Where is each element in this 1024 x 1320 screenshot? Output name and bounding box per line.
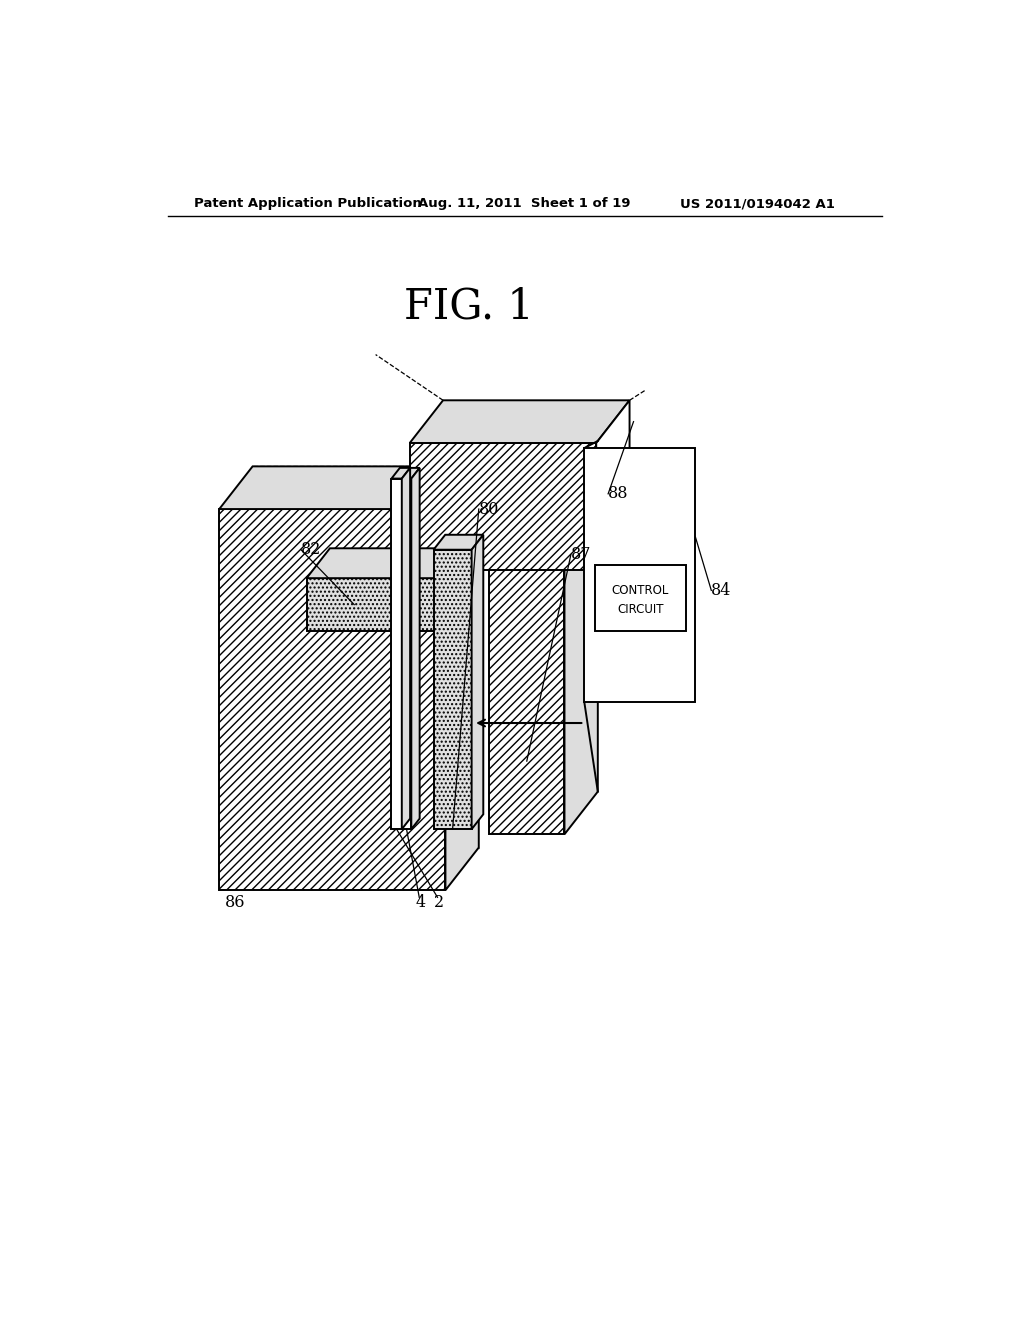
Polygon shape [472,535,483,829]
Polygon shape [391,479,401,829]
Polygon shape [596,400,630,570]
Text: 80: 80 [479,500,499,517]
Text: 2: 2 [433,894,443,911]
Bar [595,565,686,631]
Polygon shape [489,441,598,483]
Polygon shape [564,441,598,834]
Polygon shape [445,466,479,890]
Polygon shape [412,467,420,829]
Text: 82: 82 [301,541,322,558]
Polygon shape [401,467,420,479]
Text: CIRCUIT: CIRCUIT [617,603,664,616]
Text: Patent Application Publication: Patent Application Publication [194,197,422,210]
Polygon shape [219,510,445,890]
Text: CONTROL: CONTROL [611,583,669,597]
Polygon shape [391,467,411,479]
Text: US 2011/0194042 A1: US 2011/0194042 A1 [680,197,835,210]
Polygon shape [489,483,564,834]
Polygon shape [454,548,477,631]
Text: Aug. 11, 2011  Sheet 1 of 19: Aug. 11, 2011 Sheet 1 of 19 [418,197,630,210]
Polygon shape [401,479,412,829]
Polygon shape [306,578,454,631]
Polygon shape [410,400,630,444]
Text: 88: 88 [608,486,629,503]
Bar [585,447,695,702]
Text: 87: 87 [570,546,591,564]
Text: 84: 84 [712,582,732,599]
Polygon shape [306,548,477,578]
Text: 4: 4 [416,894,425,911]
Polygon shape [410,444,596,570]
Polygon shape [433,549,472,829]
Polygon shape [219,466,479,510]
Text: FIG. 1: FIG. 1 [404,285,535,327]
Text: 86: 86 [225,894,246,911]
Polygon shape [401,467,411,829]
Polygon shape [433,535,483,549]
